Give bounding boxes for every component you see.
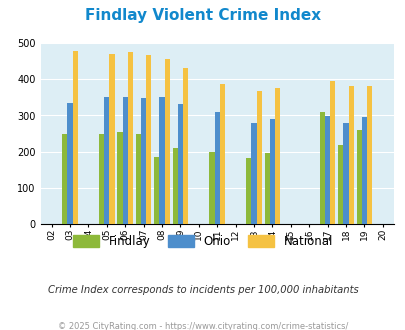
Bar (264, 153, 269, 224)
Bar (154, 157, 159, 224)
Bar (136, 134, 141, 224)
Bar (356, 130, 361, 224)
Bar (146, 54, 151, 224)
Text: © 2025 CityRating.com - https://www.cityrating.com/crime-statistics/: © 2025 CityRating.com - https://www.city… (58, 322, 347, 330)
Bar (366, 86, 371, 224)
Bar (67, 103, 72, 224)
Bar (246, 158, 251, 224)
Bar (177, 104, 183, 224)
Bar (274, 87, 279, 224)
Bar (122, 97, 128, 224)
Bar (348, 86, 353, 224)
Bar (256, 91, 261, 224)
Bar (141, 98, 146, 224)
Bar (319, 112, 324, 224)
Bar (128, 52, 132, 224)
Bar (72, 51, 78, 224)
Bar (172, 148, 177, 224)
Bar (219, 84, 224, 224)
Bar (109, 54, 114, 224)
Bar (361, 117, 366, 224)
Bar (99, 134, 104, 224)
Text: Crime Index corresponds to incidents per 100,000 inhabitants: Crime Index corresponds to incidents per… (47, 285, 358, 295)
Text: Findlay Violent Crime Index: Findlay Violent Crime Index (85, 8, 320, 23)
Bar (214, 112, 219, 224)
Bar (164, 59, 169, 224)
Legend: Findlay, Ohio, National: Findlay, Ohio, National (68, 231, 337, 253)
Bar (159, 97, 164, 224)
Bar (209, 152, 214, 224)
Bar (117, 132, 122, 224)
Bar (269, 119, 274, 224)
Bar (183, 68, 188, 224)
Bar (343, 123, 348, 224)
Bar (324, 116, 329, 224)
Bar (251, 123, 256, 224)
Bar (329, 82, 335, 224)
Bar (62, 134, 67, 224)
Bar (104, 97, 109, 224)
Bar (337, 145, 343, 224)
